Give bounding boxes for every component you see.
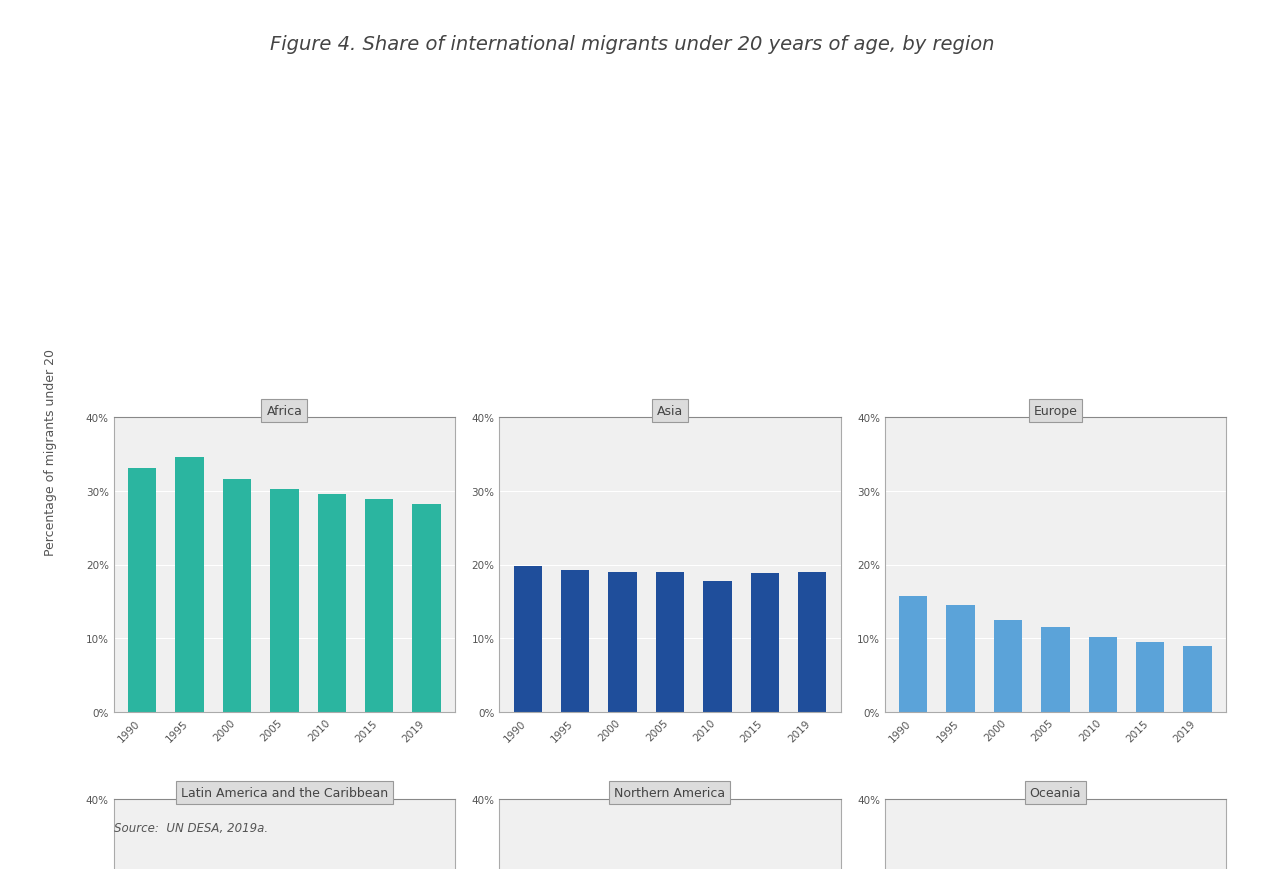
Bar (1183, 646, 1212, 713)
Title: Oceania: Oceania (1030, 786, 1081, 799)
Bar (561, 571, 589, 713)
Bar (317, 494, 346, 713)
Title: Latin America and the Caribbean: Latin America and the Caribbean (181, 786, 388, 799)
Bar (365, 500, 393, 713)
Bar (656, 572, 684, 713)
Text: Percentage of migrants under 20: Percentage of migrants under 20 (44, 348, 57, 555)
Text: Source:  UN DESA, 2019a.: Source: UN DESA, 2019a. (114, 821, 268, 834)
Bar (412, 504, 441, 713)
Title: Africa: Africa (267, 404, 302, 417)
Title: Europe: Europe (1034, 404, 1077, 417)
Bar (703, 581, 732, 713)
Bar (751, 574, 779, 713)
Bar (608, 572, 637, 713)
Bar (270, 489, 298, 713)
Title: Asia: Asia (657, 404, 683, 417)
Bar (1042, 627, 1069, 713)
Bar (222, 480, 252, 713)
Text: Figure 4. Share of international migrants under 20 years of age, by region: Figure 4. Share of international migrant… (269, 35, 995, 54)
Title: Northern America: Northern America (614, 786, 726, 799)
Bar (899, 596, 928, 713)
Bar (947, 606, 975, 713)
Bar (176, 458, 204, 713)
Bar (994, 620, 1023, 713)
Bar (798, 572, 827, 713)
Bar (128, 468, 157, 713)
Bar (1088, 637, 1117, 713)
Bar (1136, 642, 1164, 713)
Bar (513, 567, 542, 713)
